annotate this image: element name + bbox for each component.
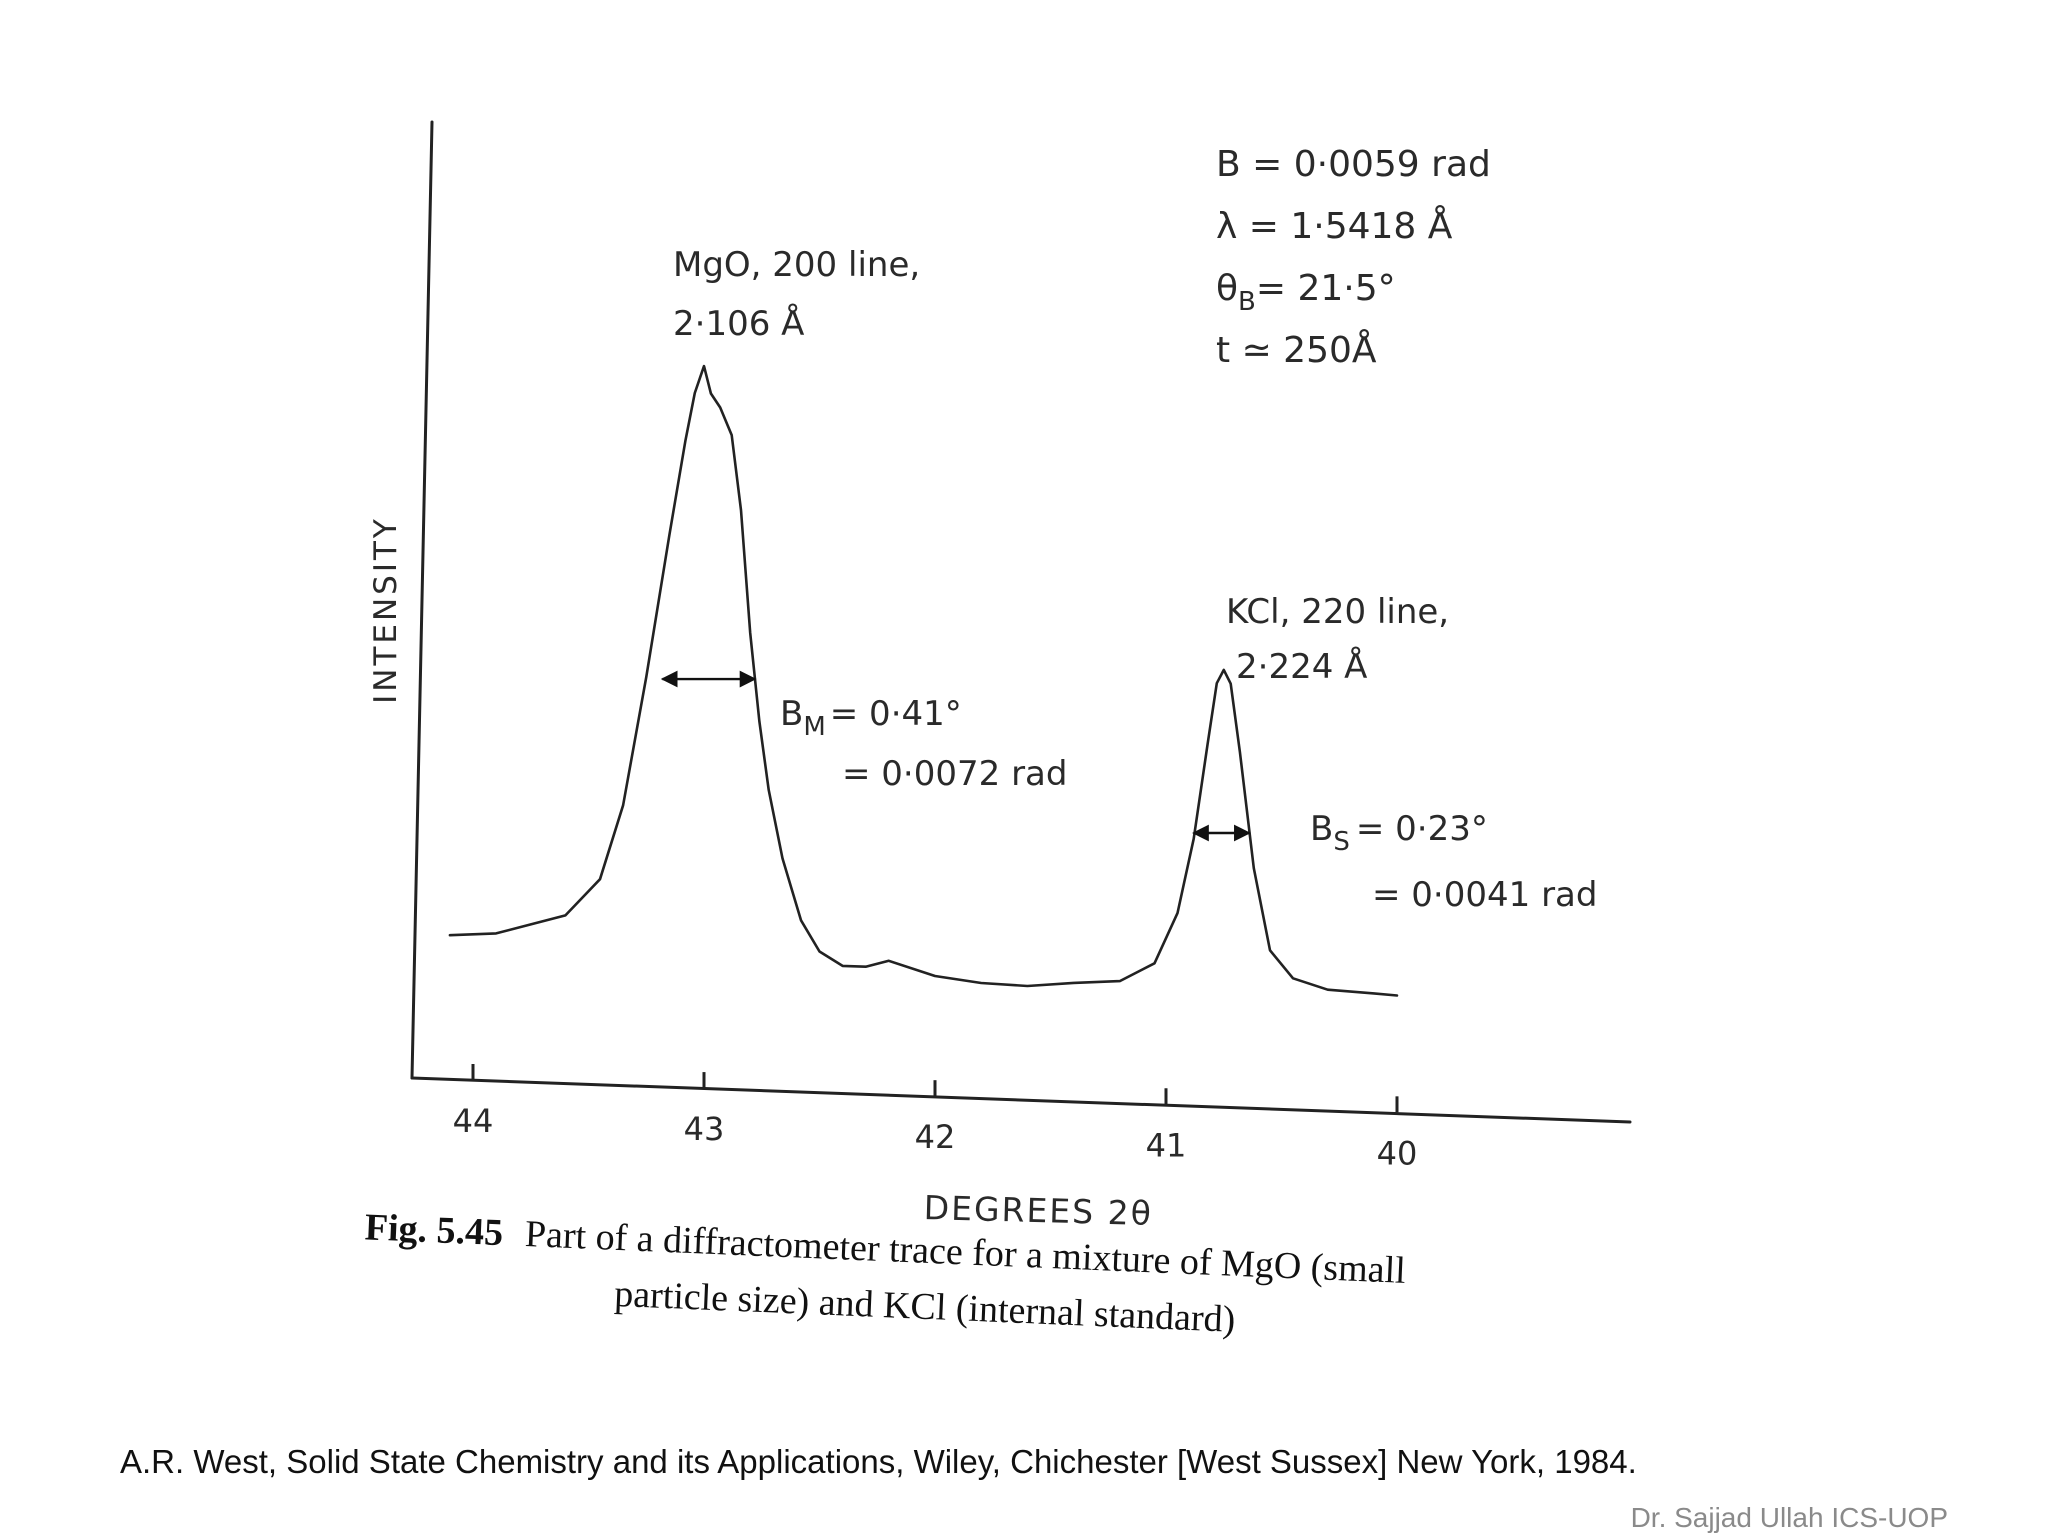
bm-annotation-line1: BM = 0·41° <box>780 694 962 742</box>
param-t: t ≃ 250Å <box>1216 328 1377 371</box>
x-tick-label-44: 44 <box>453 1102 494 1140</box>
mgo-peak-label-line2: 2·106 Å <box>673 303 804 344</box>
kcl-peak-label-line1: KCl, 220 line, <box>1226 592 1449 632</box>
bs-annotation-line2: = 0·0041 rad <box>1372 875 1597 915</box>
citation-text: A.R. West, Solid State Chemistry and its… <box>120 1443 1637 1480</box>
x-axis-line <box>410 1076 1632 1124</box>
x-ticks: 44 43 42 41 40 <box>453 1064 1418 1172</box>
bm-annotation-line2: = 0·0072 rad <box>842 754 1067 794</box>
param-lambda: λ = 1·5418 Å <box>1216 204 1453 247</box>
caption-line2: particle size) and KCl (internal standar… <box>613 1273 1236 1341</box>
kcl-peak-label-line2: 2·224 Å <box>1236 646 1367 687</box>
bs-annotation-line1: BS = 0·23° <box>1310 809 1488 857</box>
mgo-peak-label-line1: MgO, 200 line, <box>673 245 920 285</box>
x-tick-label-42: 42 <box>915 1118 956 1156</box>
caption-line1: Fig. 5.45 Part of a diffractometer trace … <box>364 1206 1407 1292</box>
figure-caption: Fig. 5.45 Part of a diffractometer trace … <box>364 1206 1407 1341</box>
x-tick-label-40: 40 <box>1377 1134 1418 1172</box>
param-b: B = 0·0059 rad <box>1216 144 1491 185</box>
footer-author: Dr. Sajjad Ullah ICS-UOP <box>1630 1502 1948 1533</box>
y-axis-line <box>410 120 434 1080</box>
series-line-trace <box>448 364 1399 997</box>
x-tick-label-43: 43 <box>684 1110 725 1148</box>
x-tick-label-41: 41 <box>1146 1126 1187 1164</box>
x-axis-label: DEGREES 2θ <box>923 1188 1153 1233</box>
param-theta: θB= 21·5° <box>1216 268 1396 317</box>
y-axis-label: INTENSITY <box>368 516 404 704</box>
